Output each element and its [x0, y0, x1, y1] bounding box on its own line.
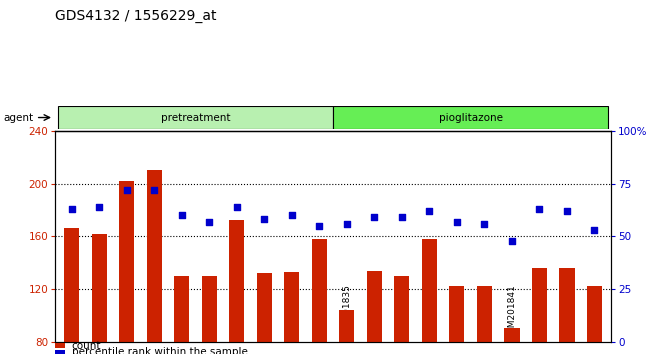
Text: GDS4132 / 1556229_at: GDS4132 / 1556229_at [55, 9, 216, 23]
Point [94, 204, 105, 210]
Bar [560, 268, 575, 342]
Point [314, 223, 324, 229]
Bar [339, 310, 354, 342]
Bar [284, 272, 300, 342]
Point [149, 187, 159, 193]
Bar [58, 106, 333, 129]
Bar [257, 273, 272, 342]
Text: agent: agent [3, 113, 33, 122]
Point [122, 187, 132, 193]
Point [534, 206, 545, 212]
Bar [119, 181, 135, 342]
Point [396, 215, 407, 220]
Bar [477, 286, 492, 342]
Bar [55, 343, 65, 348]
Point [369, 215, 380, 220]
Bar [587, 286, 602, 342]
Bar [202, 276, 217, 342]
Bar [229, 221, 244, 342]
Point [287, 212, 297, 218]
Bar [312, 239, 327, 342]
Bar [64, 228, 79, 342]
Point [562, 208, 572, 214]
Point [177, 212, 187, 218]
Bar [504, 329, 519, 342]
Bar [55, 350, 65, 354]
Text: percentile rank within the sample: percentile rank within the sample [72, 347, 248, 354]
Point [590, 227, 600, 233]
Point [231, 204, 242, 210]
Bar [147, 171, 162, 342]
Bar [532, 268, 547, 342]
Point [342, 221, 352, 227]
Bar [422, 239, 437, 342]
Text: pioglitazone: pioglitazone [439, 113, 502, 123]
Point [452, 219, 462, 224]
Bar [92, 234, 107, 342]
Point [507, 238, 517, 243]
Point [66, 206, 77, 212]
Bar [395, 276, 410, 342]
Text: count: count [72, 341, 101, 350]
Bar [367, 270, 382, 342]
Bar [449, 286, 465, 342]
Point [204, 219, 214, 224]
Bar [174, 276, 189, 342]
Point [479, 221, 489, 227]
Bar [333, 106, 608, 129]
Point [259, 217, 270, 222]
Text: pretreatment: pretreatment [161, 113, 230, 123]
Point [424, 208, 435, 214]
